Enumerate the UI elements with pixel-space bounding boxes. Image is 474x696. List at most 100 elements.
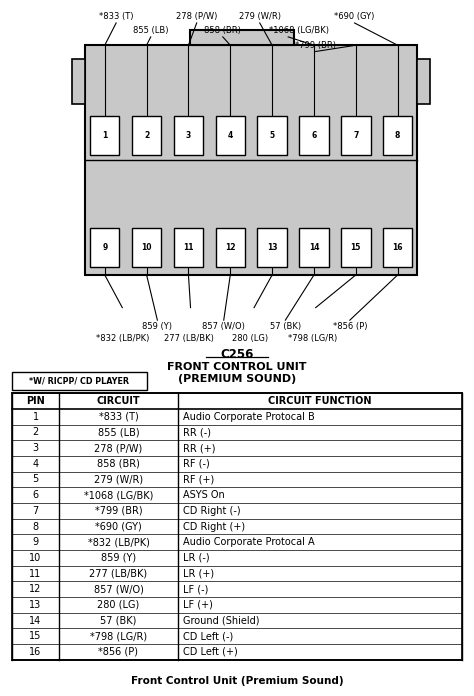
Text: *798 (LG/R): *798 (LG/R) — [90, 631, 147, 641]
Text: PIN: PIN — [26, 396, 45, 406]
Text: 15: 15 — [351, 243, 361, 252]
Bar — [417, 59, 430, 104]
Text: 5: 5 — [32, 475, 39, 484]
Bar — [341, 116, 371, 155]
Text: 14: 14 — [309, 243, 319, 252]
Text: C256: C256 — [220, 348, 254, 361]
Bar — [90, 228, 119, 267]
Text: 4: 4 — [228, 131, 233, 140]
Bar — [341, 228, 371, 267]
Text: 13: 13 — [29, 600, 42, 610]
Text: RR (-): RR (-) — [183, 427, 211, 438]
Bar — [216, 228, 245, 267]
Text: 6: 6 — [33, 490, 38, 500]
Text: CD Right (+): CD Right (+) — [183, 521, 246, 532]
Text: Audio Corporate Protocal B: Audio Corporate Protocal B — [183, 412, 315, 422]
Text: *1068 (LG/BK): *1068 (LG/BK) — [84, 490, 153, 500]
Text: 14: 14 — [29, 615, 42, 626]
Text: 11: 11 — [183, 243, 194, 252]
Text: *832 (LB/PK): *832 (LB/PK) — [88, 537, 149, 547]
Text: RR (+): RR (+) — [183, 443, 216, 453]
Text: *690 (GY): *690 (GY) — [334, 12, 375, 21]
Text: *798 (LG/R): *798 (LG/R) — [288, 334, 337, 343]
Text: 9: 9 — [102, 243, 108, 252]
Bar — [132, 228, 161, 267]
Text: 278 (P/W): 278 (P/W) — [176, 12, 218, 21]
Text: 279 (W/R): 279 (W/R) — [94, 475, 143, 484]
Text: CIRCUIT FUNCTION: CIRCUIT FUNCTION — [268, 396, 372, 406]
Text: RF (-): RF (-) — [183, 459, 210, 469]
Text: 4: 4 — [33, 459, 38, 469]
Bar — [257, 116, 287, 155]
Text: 9: 9 — [33, 537, 38, 547]
Text: Audio Corporate Protocal A: Audio Corporate Protocal A — [183, 537, 315, 547]
Text: ASYS On: ASYS On — [183, 490, 225, 500]
Text: 8: 8 — [33, 521, 38, 532]
Text: *W/ RICPP/ CD PLAYER: *W/ RICPP/ CD PLAYER — [29, 377, 129, 385]
Text: 7: 7 — [32, 506, 39, 516]
Bar — [299, 228, 328, 267]
Text: 858 (BR): 858 (BR) — [97, 459, 140, 469]
Text: *799 (BR): *799 (BR) — [95, 506, 142, 516]
Text: FRONT CONTROL UNIT: FRONT CONTROL UNIT — [167, 362, 307, 372]
Text: 279 (W/R): 279 (W/R) — [239, 12, 281, 21]
Text: 3: 3 — [33, 443, 38, 453]
Text: 15: 15 — [29, 631, 42, 641]
Bar — [132, 116, 161, 155]
Text: 2: 2 — [144, 131, 149, 140]
Bar — [216, 116, 245, 155]
Bar — [85, 45, 417, 275]
Text: CIRCUIT: CIRCUIT — [97, 396, 140, 406]
Text: 1: 1 — [33, 412, 38, 422]
Text: CD Left (-): CD Left (-) — [183, 631, 234, 641]
Text: 11: 11 — [29, 569, 42, 578]
Text: 857 (W/O): 857 (W/O) — [202, 322, 245, 331]
Bar — [12, 393, 462, 660]
Text: 859 (Y): 859 (Y) — [101, 553, 136, 563]
Text: 13: 13 — [267, 243, 277, 252]
Text: 12: 12 — [225, 243, 236, 252]
Bar — [12, 372, 147, 390]
Text: 277 (LB/BK): 277 (LB/BK) — [90, 569, 147, 578]
Text: *856 (P): *856 (P) — [333, 322, 367, 331]
Text: 857 (W/O): 857 (W/O) — [93, 584, 144, 594]
Text: 858 (BR): 858 (BR) — [204, 26, 241, 35]
Text: 7: 7 — [353, 131, 358, 140]
Text: 16: 16 — [29, 647, 42, 657]
Text: 277 (LB/BK): 277 (LB/BK) — [164, 334, 214, 343]
Bar — [174, 228, 203, 267]
Text: 10: 10 — [29, 553, 42, 563]
Text: *832 (LB/PK): *832 (LB/PK) — [96, 334, 149, 343]
Text: 12: 12 — [29, 584, 42, 594]
Bar — [299, 116, 328, 155]
Text: 280 (LG): 280 (LG) — [232, 334, 268, 343]
Bar — [383, 116, 412, 155]
Bar — [72, 59, 85, 104]
Text: LF (+): LF (+) — [183, 600, 213, 610]
Bar — [257, 228, 287, 267]
Text: 5: 5 — [270, 131, 275, 140]
Text: 2: 2 — [32, 427, 39, 438]
Text: 855 (LB): 855 (LB) — [98, 427, 139, 438]
Text: LR (-): LR (-) — [183, 553, 210, 563]
Text: Ground (Shield): Ground (Shield) — [183, 615, 260, 626]
Text: *833 (T): *833 (T) — [99, 412, 138, 422]
Text: LF (-): LF (-) — [183, 584, 209, 594]
Bar — [383, 228, 412, 267]
Bar — [174, 116, 203, 155]
Text: Front Control Unit (Premium Sound): Front Control Unit (Premium Sound) — [131, 676, 343, 686]
Bar — [190, 30, 294, 45]
Text: CD Right (-): CD Right (-) — [183, 506, 241, 516]
Text: *833 (T): *833 (T) — [99, 12, 133, 21]
Text: 855 (LB): 855 (LB) — [133, 26, 168, 35]
Text: 278 (P/W): 278 (P/W) — [94, 443, 143, 453]
Text: 57 (BK): 57 (BK) — [270, 322, 301, 331]
Text: 280 (LG): 280 (LG) — [97, 600, 140, 610]
Text: (PREMIUM SOUND): (PREMIUM SOUND) — [178, 374, 296, 384]
Text: LR (+): LR (+) — [183, 569, 215, 578]
Bar — [90, 116, 119, 155]
Text: 10: 10 — [141, 243, 152, 252]
Text: 3: 3 — [186, 131, 191, 140]
Text: 1: 1 — [102, 131, 108, 140]
Text: 859 (Y): 859 (Y) — [142, 322, 173, 331]
